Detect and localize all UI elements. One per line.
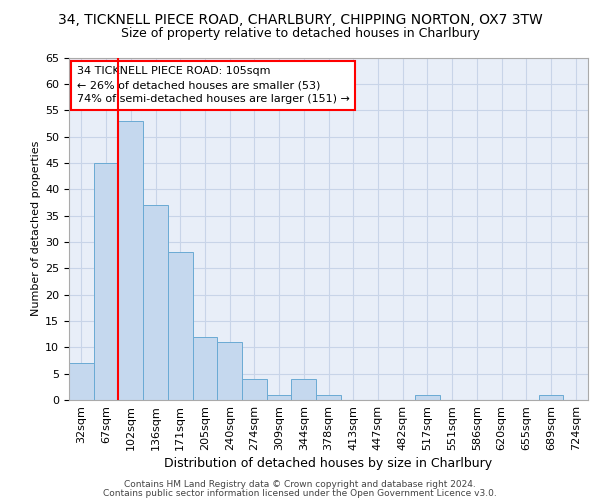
Bar [118,120,143,400]
Bar [539,394,563,400]
Bar [242,379,267,400]
Y-axis label: Number of detached properties: Number of detached properties [31,141,41,316]
Bar [292,379,316,400]
Bar [193,337,217,400]
Text: 34, TICKNELL PIECE ROAD, CHARLBURY, CHIPPING NORTON, OX7 3TW: 34, TICKNELL PIECE ROAD, CHARLBURY, CHIP… [58,12,542,26]
Bar [415,394,440,400]
Text: Contains HM Land Registry data © Crown copyright and database right 2024.: Contains HM Land Registry data © Crown c… [124,480,476,489]
Bar [143,205,168,400]
Text: Contains public sector information licensed under the Open Government Licence v3: Contains public sector information licen… [103,489,497,498]
Bar [69,363,94,400]
Bar [217,342,242,400]
Bar [168,252,193,400]
Bar [267,394,292,400]
Text: 34 TICKNELL PIECE ROAD: 105sqm
← 26% of detached houses are smaller (53)
74% of : 34 TICKNELL PIECE ROAD: 105sqm ← 26% of … [77,66,350,104]
Bar [316,394,341,400]
Bar [94,163,118,400]
Text: Size of property relative to detached houses in Charlbury: Size of property relative to detached ho… [121,28,479,40]
X-axis label: Distribution of detached houses by size in Charlbury: Distribution of detached houses by size … [164,457,493,470]
